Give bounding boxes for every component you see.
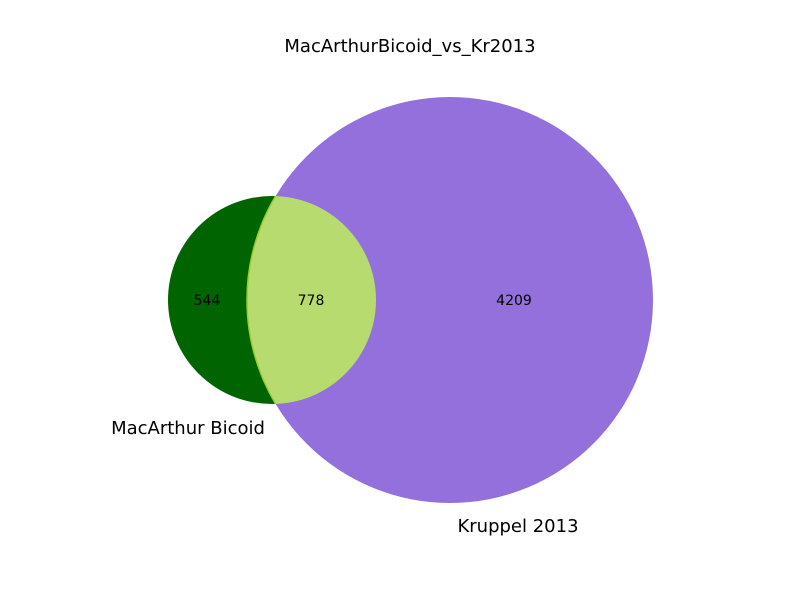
right-only-count: 4209 (496, 293, 532, 309)
figure-title: MacArthurBicoid_vs_Kr2013 (284, 36, 535, 57)
left-only-count: 544 (194, 293, 221, 309)
set-label-kruppel-2013: Kruppel 2013 (457, 516, 578, 537)
set-circle-kruppel-2013 (247, 97, 653, 503)
intersection-count: 778 (298, 293, 325, 309)
set-label-macarthur-bicoid: MacArthur Bicoid (111, 418, 265, 439)
